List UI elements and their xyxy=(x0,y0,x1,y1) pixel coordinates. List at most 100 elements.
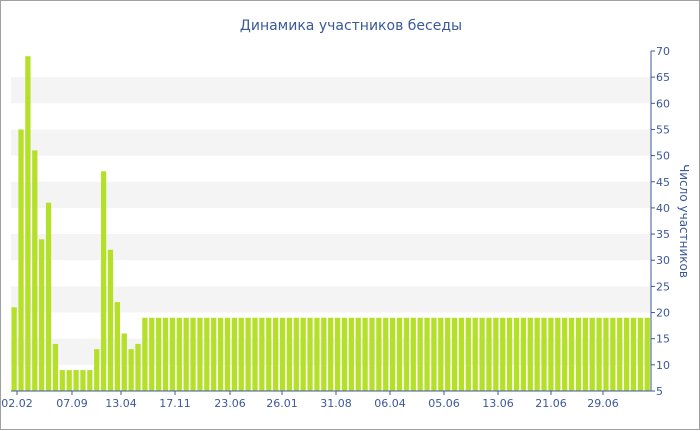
bar xyxy=(403,317,410,391)
bar xyxy=(568,317,575,391)
bar xyxy=(107,249,114,391)
y-tick-label: 70 xyxy=(656,45,670,58)
y-tick-label: 20 xyxy=(656,307,670,320)
bar xyxy=(341,317,348,391)
bar xyxy=(603,317,609,391)
bar xyxy=(431,317,437,391)
grid-band xyxy=(11,181,651,208)
y-tick-label: 35 xyxy=(656,228,670,241)
bar xyxy=(637,317,644,391)
bar xyxy=(135,343,141,391)
bar xyxy=(80,370,86,391)
bar xyxy=(534,317,540,391)
bar xyxy=(176,317,182,391)
x-tick-label: 31.08 xyxy=(320,397,352,410)
x-tick-label: 13.06 xyxy=(482,397,514,410)
y-tick-label: 55 xyxy=(656,123,670,136)
bar xyxy=(348,317,354,391)
bar xyxy=(121,333,127,391)
bar xyxy=(252,317,258,391)
bar xyxy=(25,56,31,391)
bar xyxy=(506,317,513,391)
bar xyxy=(128,349,134,391)
bar xyxy=(156,317,162,391)
bar xyxy=(286,317,293,391)
bar xyxy=(300,317,306,391)
bar xyxy=(307,317,313,391)
bar xyxy=(582,317,588,391)
bar xyxy=(314,317,320,391)
bar xyxy=(589,317,595,391)
bar-series xyxy=(11,56,650,391)
bar xyxy=(162,317,169,391)
bar xyxy=(438,317,444,391)
bar xyxy=(32,150,38,391)
bar xyxy=(87,370,93,391)
bar xyxy=(66,370,72,391)
bar xyxy=(465,317,471,391)
bar xyxy=(190,317,196,391)
y-tick-label: 45 xyxy=(656,176,670,189)
bar xyxy=(273,317,279,391)
bar xyxy=(500,317,506,391)
y-tick-label: 40 xyxy=(656,202,670,215)
bar xyxy=(94,349,100,391)
y-axis-label: Число участников xyxy=(677,164,691,278)
bar xyxy=(293,317,299,391)
bar xyxy=(486,317,492,391)
bar xyxy=(204,317,210,391)
x-tick-label: 17.11 xyxy=(159,397,191,410)
bar xyxy=(362,317,368,391)
bar xyxy=(321,317,327,391)
y-tick-label: 50 xyxy=(656,150,670,163)
y-tick-label: 30 xyxy=(656,254,670,267)
bar xyxy=(555,317,561,391)
x-tick-label: 07.09 xyxy=(56,397,88,410)
bar xyxy=(142,317,148,391)
bar xyxy=(527,317,533,391)
x-tick-label: 13.04 xyxy=(105,397,137,410)
bar xyxy=(610,317,616,391)
y-tick-label: 15 xyxy=(656,333,670,346)
bar xyxy=(211,317,217,391)
bar xyxy=(224,317,231,391)
bar xyxy=(59,370,65,391)
bar xyxy=(513,317,520,391)
bar xyxy=(541,317,547,391)
bar xyxy=(245,317,251,391)
bar xyxy=(472,317,478,391)
bar xyxy=(11,307,17,391)
x-tick-label: 26.01 xyxy=(266,397,298,410)
bar xyxy=(417,317,423,391)
bar xyxy=(410,317,416,391)
bar xyxy=(617,317,623,391)
bar xyxy=(328,317,334,391)
x-axis-ticks: 02.02 07.09 13.04 17.11 23.06 26.01 31.08 06.04… xyxy=(1,391,619,410)
bar xyxy=(334,317,341,391)
bar xyxy=(39,239,45,391)
bar xyxy=(596,317,602,391)
bar xyxy=(424,317,430,391)
y-tick-label: 25 xyxy=(656,280,670,293)
bar xyxy=(73,370,79,391)
grid-band xyxy=(11,234,651,261)
bar xyxy=(238,317,244,391)
y-tick-label: 60 xyxy=(656,97,670,110)
bar xyxy=(279,317,286,391)
bar xyxy=(149,317,155,391)
bar xyxy=(183,317,189,391)
bar xyxy=(197,317,203,391)
chart-title: Динамика участников беседы xyxy=(240,18,462,34)
bar xyxy=(458,317,465,391)
y-axis-ticks: 5 10 15 20 25 30 35 40 45 50 55 60 65 70 xyxy=(651,45,670,398)
y-tick-label: 5 xyxy=(656,385,663,398)
grid-band xyxy=(11,286,651,313)
bar xyxy=(479,317,485,391)
bar xyxy=(623,317,630,391)
bar xyxy=(114,302,121,391)
x-tick-label: 23.06 xyxy=(214,397,246,410)
bar xyxy=(451,317,458,391)
bar xyxy=(630,317,637,391)
